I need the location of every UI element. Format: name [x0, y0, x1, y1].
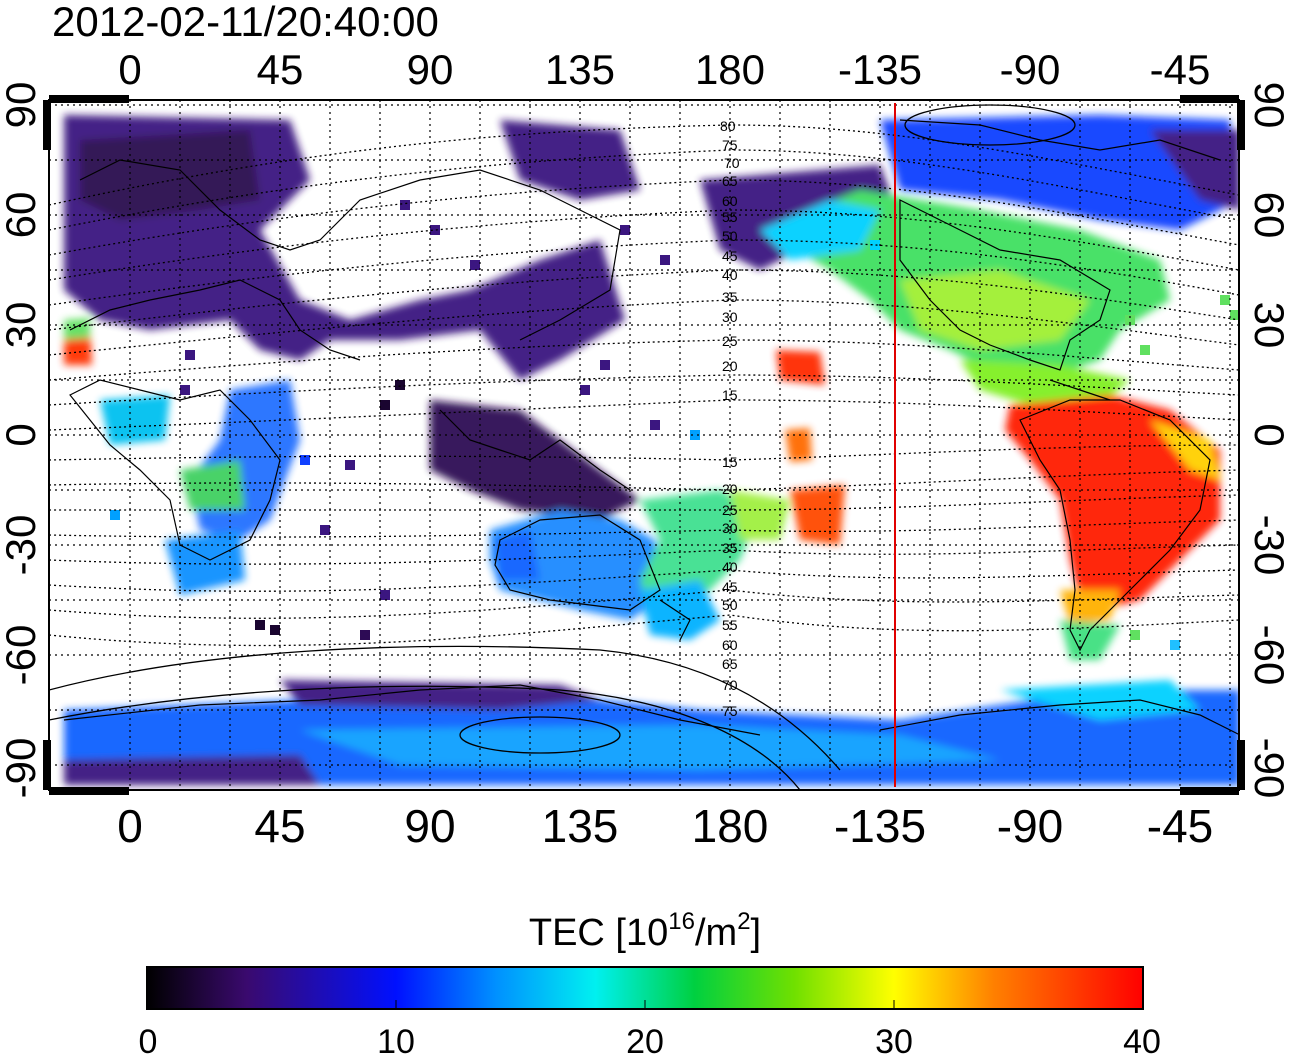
contour-label: 25 — [722, 333, 738, 349]
contour-label: 35 — [722, 289, 738, 305]
contour-label: 30 — [722, 520, 738, 536]
contour-label: 15 — [722, 387, 738, 403]
contour-label: 60 — [722, 637, 738, 653]
y-tick-label: -90 — [0, 738, 44, 799]
y-tick-label: 0 — [1246, 423, 1292, 446]
contour-label: 75 — [722, 137, 738, 153]
contour-label: 15 — [722, 454, 738, 470]
contour-label: 30 — [722, 309, 738, 325]
contour-label: 20 — [722, 481, 738, 497]
contour-label: 40 — [722, 559, 738, 575]
y-tick-label: -60 — [0, 625, 44, 686]
colorbar-ticks — [395, 1000, 895, 1009]
colorbar-label-exp1: 16 — [668, 908, 695, 935]
contour-label: 45 — [722, 248, 738, 264]
contour-label: 75 — [722, 703, 738, 719]
colorbar-label: TEC [1016/m2] — [529, 908, 761, 954]
colorbar-label-prefix: TEC [10 — [529, 912, 668, 954]
region-australia — [490, 510, 660, 620]
x-tick-label: 45 — [254, 800, 305, 852]
frame-ticks — [43, 95, 1245, 795]
map-frame — [48, 99, 1240, 791]
bottom-x-axis: 0 45 90 135 180 -135 -90 -45 — [117, 800, 1213, 852]
graticule — [49, 100, 1239, 790]
y-tick-label: 90 — [0, 82, 44, 129]
x-tick-label: -135 — [838, 46, 922, 93]
contour-label: 70 — [722, 677, 738, 693]
x-tick-label: -90 — [1000, 46, 1061, 93]
left-y-axis: 90 60 30 0 -30 -60 -90 — [0, 82, 44, 799]
x-tick-label: 135 — [545, 46, 615, 93]
y-tick-label: -60 — [1246, 625, 1292, 686]
y-tick-label: 0 — [0, 423, 44, 446]
colorbar-label-exp2: 2 — [737, 908, 750, 935]
x-tick-label: 90 — [407, 46, 454, 93]
y-tick-label: -30 — [1246, 515, 1292, 576]
x-tick-label: -135 — [834, 800, 926, 852]
contour-label: 20 — [722, 358, 738, 374]
y-tick-label: 30 — [0, 302, 44, 349]
x-tick-label: 0 — [117, 800, 143, 852]
x-tick-label: 45 — [257, 46, 304, 93]
x-tick-label: 135 — [542, 800, 619, 852]
contour-label: 60 — [722, 193, 738, 209]
region-south-america — [1005, 395, 1220, 610]
contour-label: 55 — [722, 209, 738, 225]
contour-label: 45 — [722, 579, 738, 595]
y-tick-label: 60 — [1246, 192, 1292, 239]
colorbar-tick-label: 0 — [139, 1023, 158, 1057]
contour-label: 65 — [722, 173, 738, 189]
x-tick-label: 180 — [692, 800, 769, 852]
timestamp-title: 2012-02-11/20:40:00 — [52, 0, 439, 45]
colorbar-tick-label: 40 — [1123, 1023, 1161, 1057]
colorbar-tick-labels: 0 10 20 30 40 — [139, 1023, 1161, 1057]
colorbar-label-suffix: ] — [751, 912, 762, 954]
contour-label: 70 — [724, 155, 740, 171]
top-x-axis: 0 45 90 135 180 -135 -90 -45 — [118, 46, 1210, 93]
y-tick-label: 90 — [1246, 82, 1292, 129]
x-tick-label: 0 — [118, 46, 141, 93]
x-tick-label: -45 — [1147, 800, 1213, 852]
contour-label: 50 — [722, 597, 738, 613]
colorbar-tick-label: 10 — [377, 1023, 415, 1057]
x-tick-label: -90 — [997, 800, 1063, 852]
contour-label: 65 — [722, 656, 738, 672]
contour-label: 25 — [722, 502, 738, 518]
contour-label: 55 — [722, 617, 738, 633]
colorbar-tick-label: 30 — [875, 1023, 913, 1057]
y-tick-label: 30 — [1246, 302, 1292, 349]
contour-label: 80 — [720, 118, 736, 134]
x-tick-label: 90 — [404, 800, 455, 852]
x-tick-label: 180 — [695, 46, 765, 93]
contour-label: 40 — [722, 267, 738, 283]
scattered-cells — [110, 200, 1239, 650]
y-tick-label: -30 — [0, 515, 44, 576]
right-y-axis: 90 60 30 0 -30 -60 -90 — [1246, 82, 1292, 799]
contour-labels: 80 75 70 65 60 55 50 45 40 35 30 25 20 1… — [720, 118, 740, 719]
x-tick-label: -45 — [1150, 46, 1211, 93]
contour-label: 50 — [722, 228, 738, 244]
colorbar-label-mid: /m — [695, 912, 737, 954]
y-tick-label: 60 — [0, 192, 44, 239]
y-tick-label: -90 — [1246, 738, 1292, 799]
colorbar-tick-label: 20 — [626, 1023, 664, 1057]
contour-label: 35 — [722, 540, 738, 556]
